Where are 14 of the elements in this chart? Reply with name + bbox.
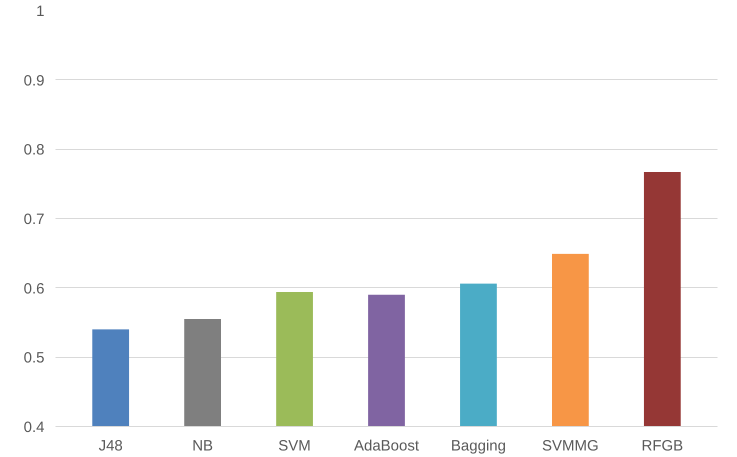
x-tick-label: SVM bbox=[278, 438, 311, 454]
y-tick-label: 0.4 bbox=[24, 419, 45, 436]
y-tick-label: 0.6 bbox=[24, 280, 45, 298]
y-tick-label: 0.9 bbox=[24, 72, 45, 90]
x-tick-label: NB bbox=[192, 438, 214, 454]
x-tick-label: RFGB bbox=[642, 438, 684, 454]
y-tick-label: 0.5 bbox=[24, 350, 45, 367]
y-tick-label: 0.8 bbox=[24, 142, 45, 159]
y-tick-label: 0.7 bbox=[24, 211, 45, 228]
x-tick-label: J48 bbox=[98, 438, 123, 454]
x-tick-label: SVMMG bbox=[542, 438, 599, 454]
x-tick-label: AdaBoost bbox=[354, 438, 420, 454]
x-tick-label: Bagging bbox=[450, 438, 506, 454]
y-tick-label: 1 bbox=[36, 3, 44, 20]
